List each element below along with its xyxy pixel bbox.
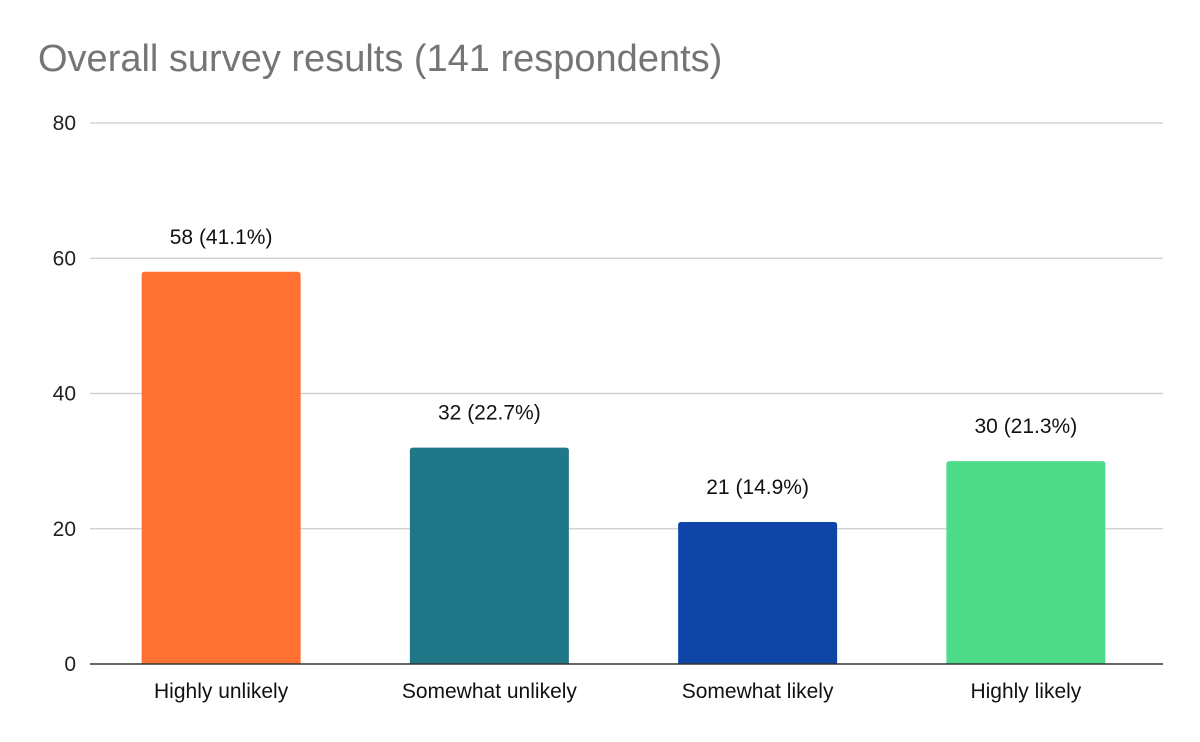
- bars: [141, 271, 1106, 664]
- chart-title: Overall survey results (141 respondents): [38, 38, 723, 80]
- bar: [409, 447, 569, 664]
- y-tick-label: 0: [64, 653, 76, 676]
- y-axis-ticks: 0 20 40 60 80: [53, 112, 76, 676]
- data-label: 30 (21.3%): [975, 415, 1078, 438]
- data-label: 21 (14.9%): [706, 476, 809, 499]
- x-tick-label: Somewhat likely: [682, 680, 834, 703]
- data-label: 58 (41.1%): [170, 226, 273, 249]
- x-tick-label: Highly unlikely: [154, 680, 289, 703]
- data-label: 32 (22.7%): [438, 402, 541, 425]
- y-tick-label: 60: [53, 247, 76, 270]
- bar: [946, 461, 1106, 664]
- x-tick-label: Somewhat unlikely: [402, 680, 578, 703]
- bar: [678, 521, 838, 664]
- data-labels: 58 (41.1%) 32 (22.7%) 21 (14.9%) 30 (21.3%): [170, 226, 1077, 499]
- y-tick-label: 40: [53, 383, 76, 406]
- x-tick-label: Highly likely: [970, 680, 1081, 703]
- x-axis-ticks: Highly unlikely Somewhat unlikely Somewhat…: [154, 680, 1082, 703]
- y-tick-label: 20: [53, 518, 76, 541]
- y-tick-label: 80: [53, 112, 76, 135]
- bar: [141, 271, 301, 664]
